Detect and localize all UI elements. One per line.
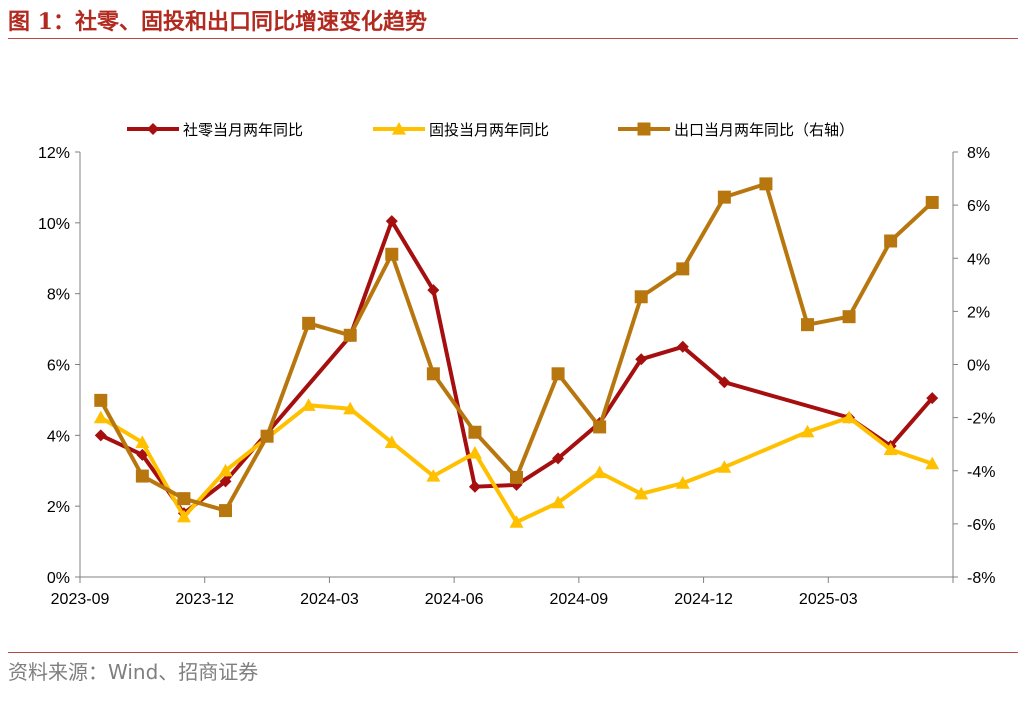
x-tick-label: 2024-03 — [300, 591, 359, 608]
y-left-tick-label: 2% — [47, 499, 70, 516]
legend-label: 固投当月两年同比 — [429, 121, 549, 139]
data-point-triangle — [343, 401, 358, 415]
data-point-square — [177, 492, 191, 506]
data-point-diamond — [385, 215, 398, 228]
data-point-triangle — [135, 435, 150, 449]
data-point-triangle — [426, 469, 441, 482]
data-point-square — [302, 316, 316, 330]
data-point-triangle — [301, 398, 316, 411]
data-point-square — [884, 234, 898, 248]
data-point-triangle — [392, 122, 406, 135]
y-left-tick-label: 0% — [47, 570, 70, 587]
data-point-diamond — [676, 340, 689, 353]
data-point-square — [634, 290, 648, 304]
y-right-tick-label: 0% — [967, 358, 990, 375]
y-right-tick-label: -6% — [967, 517, 995, 534]
y-right-tick-label: 2% — [967, 304, 990, 321]
data-point-square — [510, 470, 523, 484]
legend-item-3: 出口当月两年同比（右轴） — [618, 121, 854, 139]
x-tick-label: 2024-06 — [425, 591, 484, 608]
data-point-triangle — [93, 410, 108, 424]
data-point-square — [801, 318, 814, 332]
series-line — [99, 181, 934, 513]
y-left-tick-label: 6% — [47, 358, 70, 375]
data-point-triangle — [717, 460, 732, 473]
x-tick-label: 2025-03 — [799, 591, 858, 608]
data-point-triangle — [218, 463, 233, 477]
data-point-square — [925, 195, 939, 209]
y-right-tick-label: -2% — [967, 411, 995, 428]
data-point-square — [385, 247, 399, 261]
series-2 — [93, 398, 940, 528]
data-point-triangle — [634, 486, 649, 500]
data-point-square — [842, 310, 856, 324]
data-point-square — [94, 393, 108, 407]
data-point-square — [593, 420, 607, 434]
data-point-square — [426, 367, 440, 381]
data-point-diamond — [718, 376, 731, 389]
data-point-square — [759, 177, 773, 191]
data-point-diamond — [147, 123, 159, 135]
data-point-square — [219, 504, 232, 518]
line-chart: 0% 2% 4% 6% 8% 10% 12% -8% -6% -4% -2% 0% 2% 4% 6% 8% 20… — [38, 121, 995, 608]
chart-axes: 0% 2% 4% 6% 8% 10% 12% -8% -6% -4% -2% 0% 2% 4% 6% 8% 20… — [38, 145, 995, 608]
data-point-triangle — [842, 410, 857, 424]
y-right-tick-label: 4% — [967, 251, 990, 268]
data-point-triangle — [883, 442, 898, 456]
x-tick-label: 2024-09 — [549, 591, 608, 608]
source-divider — [8, 652, 1018, 653]
data-point-square — [135, 469, 149, 483]
data-point-square — [468, 425, 482, 439]
x-tick-label: 2023-12 — [175, 591, 234, 608]
data-point-triangle — [800, 424, 815, 438]
y-left-tick-label: 10% — [38, 216, 70, 233]
legend-item-1: 社零当月两年同比 — [127, 121, 303, 139]
y-right-tick-label: -8% — [967, 570, 995, 587]
legend-label: 社零当月两年同比 — [183, 121, 303, 139]
data-point-diamond — [926, 392, 939, 405]
data-point-square — [343, 328, 357, 342]
chart-series — [93, 177, 940, 528]
source-note: 资料来源：Wind、招商证券 — [8, 660, 259, 684]
data-point-diamond — [94, 429, 107, 442]
y-left-tick-label: 8% — [47, 287, 70, 304]
data-point-square — [676, 262, 690, 276]
data-point-diamond — [468, 480, 481, 493]
chart-legend: 社零当月两年同比 固投当月两年同比 出口当月两年同比（右轴） — [127, 121, 854, 139]
data-point-triangle — [176, 509, 191, 523]
data-point-triangle — [551, 495, 566, 509]
data-point-diamond — [635, 353, 648, 366]
figure-title: 图 1：社零、固投和出口同比增速变化趋势 — [8, 9, 427, 35]
y-left-tick-label: 12% — [38, 145, 70, 162]
data-point-triangle — [467, 446, 482, 459]
data-point-triangle — [675, 476, 690, 489]
data-point-diamond — [552, 452, 565, 465]
y-right-tick-label: 8% — [967, 145, 990, 162]
legend-label: 出口当月两年同比（右轴） — [674, 121, 854, 139]
data-point-square — [260, 429, 274, 443]
data-point-diamond — [219, 475, 232, 488]
data-point-triangle — [384, 435, 399, 449]
y-right-tick-label: -4% — [967, 464, 995, 481]
x-tick-label: 2023-09 — [51, 591, 110, 608]
title-divider — [8, 38, 1018, 39]
series-3 — [94, 177, 939, 518]
y-right-tick-label: 6% — [967, 198, 990, 215]
data-point-triangle — [925, 456, 940, 470]
data-point-square — [551, 367, 565, 381]
data-point-triangle — [592, 465, 607, 479]
data-point-square — [637, 122, 651, 136]
data-point-triangle — [509, 515, 524, 528]
data-point-square — [717, 190, 731, 204]
x-tick-label: 2024-12 — [674, 591, 733, 608]
y-left-tick-label: 4% — [47, 428, 70, 445]
data-point-diamond — [427, 284, 440, 297]
legend-item-2: 固投当月两年同比 — [373, 121, 549, 139]
